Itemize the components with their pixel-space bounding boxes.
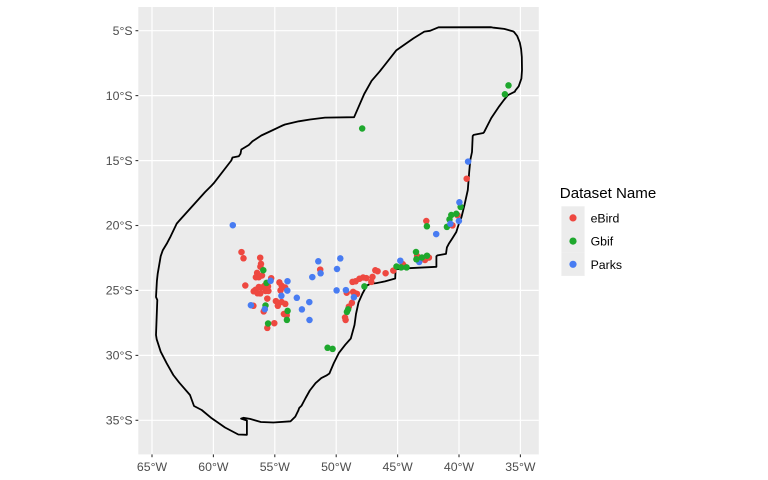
- svg-text:Gbif: Gbif: [591, 235, 614, 249]
- svg-text:10°S: 10°S: [106, 89, 133, 103]
- svg-text:65°W: 65°W: [137, 460, 168, 474]
- svg-text:35°W: 35°W: [505, 460, 536, 474]
- svg-text:eBird: eBird: [591, 211, 620, 225]
- svg-text:25°S: 25°S: [106, 284, 133, 298]
- svg-text:35°S: 35°S: [106, 414, 133, 428]
- svg-text:60°W: 60°W: [198, 460, 229, 474]
- svg-text:45°W: 45°W: [382, 460, 413, 474]
- svg-text:55°W: 55°W: [260, 460, 291, 474]
- svg-text:30°S: 30°S: [106, 349, 133, 363]
- svg-text:Parks: Parks: [591, 258, 622, 272]
- svg-text:Dataset Name: Dataset Name: [560, 185, 656, 202]
- svg-text:50°W: 50°W: [321, 460, 352, 474]
- svg-text:5°S: 5°S: [113, 24, 133, 38]
- svg-text:15°S: 15°S: [106, 154, 133, 168]
- svg-text:40°W: 40°W: [444, 460, 475, 474]
- svg-text:20°S: 20°S: [106, 219, 133, 233]
